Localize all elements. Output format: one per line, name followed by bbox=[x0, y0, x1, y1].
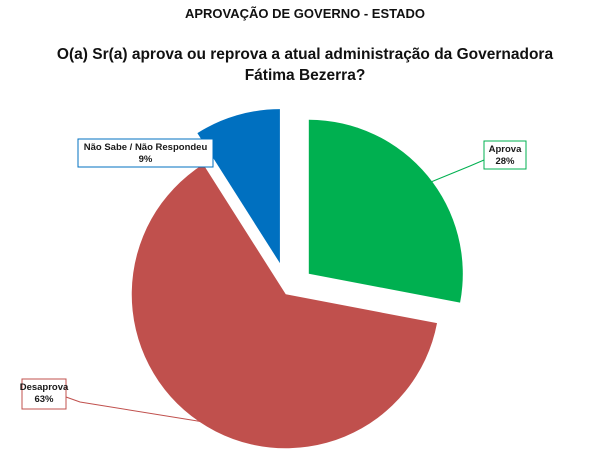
label-nao-sabe-value: 9% bbox=[139, 154, 153, 165]
slice-nao-sabe bbox=[197, 109, 280, 264]
label-nao-sabe-leader-line bbox=[212, 133, 229, 143]
label-aprova-text: Aprova bbox=[489, 144, 522, 155]
label-nao-sabe-text: Não Sabe / Não Respondeu bbox=[84, 142, 208, 153]
label-aprova-leader-line bbox=[425, 159, 485, 185]
label-aprova-box bbox=[483, 140, 527, 170]
label-desaprova-leader-line bbox=[65, 396, 211, 424]
label-nao-sabe-box bbox=[77, 138, 214, 168]
slice-desaprova bbox=[131, 164, 438, 449]
slice-aprova bbox=[308, 119, 463, 303]
survey-question: O(a) Sr(a) aprova ou reprova a atual adm… bbox=[56, 46, 554, 84]
chart-header: APROVAÇÃO DE GOVERNO - ESTADO bbox=[184, 6, 426, 21]
label-desaprova-text: Desaprova bbox=[20, 382, 69, 393]
label-desaprova-value: 63% bbox=[34, 394, 54, 405]
label-aprova-value: 28% bbox=[495, 156, 515, 167]
label-desaprova-box bbox=[21, 378, 67, 410]
